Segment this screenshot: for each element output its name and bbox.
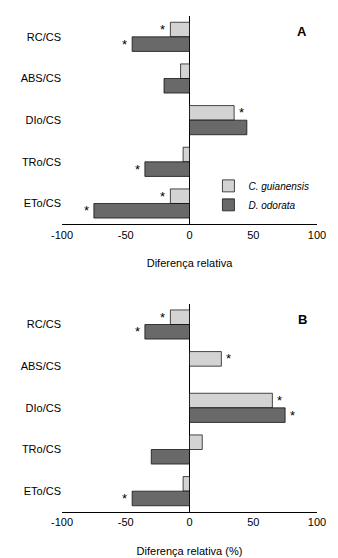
svg-text:0: 0: [186, 516, 192, 528]
svg-text:RC/CS: RC/CS: [27, 318, 61, 330]
svg-text:*: *: [160, 189, 165, 204]
svg-text:ETo/CS: ETo/CS: [24, 485, 61, 497]
svg-text:-50: -50: [118, 229, 134, 241]
svg-text:*: *: [135, 324, 140, 339]
svg-text:*: *: [226, 351, 231, 366]
svg-text:ABS/CS: ABS/CS: [21, 360, 61, 372]
svg-text:RC/CS: RC/CS: [27, 31, 61, 43]
svg-text:*: *: [160, 22, 165, 37]
svg-text:*: *: [122, 37, 127, 52]
svg-text:100: 100: [308, 229, 326, 241]
svg-text:D. odorata: D. odorata: [248, 200, 295, 211]
svg-text:Diferença relativa (%): Diferença relativa (%): [137, 545, 243, 557]
svg-text:B: B: [298, 312, 307, 327]
svg-text:*: *: [122, 491, 127, 506]
svg-text:50: 50: [247, 516, 259, 528]
svg-text:*: *: [135, 162, 140, 177]
svg-text:0: 0: [186, 229, 192, 241]
svg-text:ETo/CS: ETo/CS: [24, 197, 61, 209]
svg-text:DIo/CS: DIo/CS: [26, 114, 61, 126]
svg-text:DIo/CS: DIo/CS: [26, 402, 61, 414]
svg-text:A: A: [297, 24, 307, 39]
svg-text:*: *: [84, 203, 89, 218]
svg-text:*: *: [160, 310, 165, 325]
svg-text:TRo/CS: TRo/CS: [22, 156, 61, 168]
svg-text:100: 100: [308, 516, 326, 528]
svg-text:*: *: [290, 408, 295, 423]
svg-text:50: 50: [247, 229, 259, 241]
svg-text:-100: -100: [51, 516, 73, 528]
svg-text:*: *: [277, 393, 282, 408]
svg-text:-50: -50: [118, 516, 134, 528]
svg-text:TRo/CS: TRo/CS: [22, 443, 61, 455]
svg-text:Diferença relativa: Diferença relativa: [147, 257, 233, 269]
svg-text:ABS/CS: ABS/CS: [21, 72, 61, 84]
svg-text:-100: -100: [51, 229, 73, 241]
svg-text:*: *: [239, 105, 244, 120]
svg-text:C. guianensis: C. guianensis: [248, 181, 309, 192]
